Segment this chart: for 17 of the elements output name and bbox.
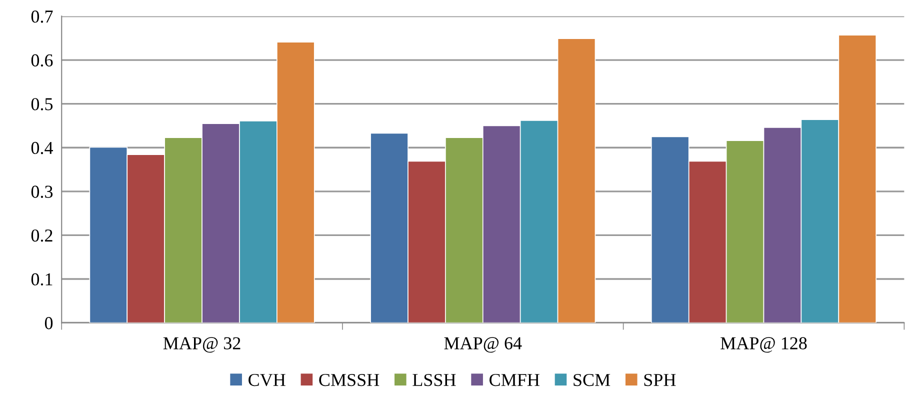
- y-tick-label: 0.5: [31, 98, 53, 110]
- legend-label: CMFH: [490, 374, 540, 386]
- legend-label: CVH: [248, 374, 286, 386]
- x-tick-label: MAP@ 64: [444, 337, 522, 353]
- legend-label: SPH: [644, 374, 676, 386]
- legend-label: SCM: [574, 374, 610, 386]
- y-tick-label: 0.4: [31, 142, 53, 154]
- legend-label: CMSSH: [319, 374, 380, 386]
- y-tick-label: 0.3: [31, 186, 53, 198]
- x-tick-label: MAP@ 128: [720, 337, 807, 353]
- y-tick-label: 0.7: [31, 10, 53, 23]
- legend-label: LSSH: [412, 374, 456, 386]
- y-tick-label: 0.2: [31, 229, 52, 242]
- y-tick-label: 0.1: [31, 273, 52, 286]
- y-tick-label: 0: [44, 317, 53, 330]
- y-tick-label: 0.6: [31, 54, 53, 67]
- x-tick-label: MAP@ 32: [163, 337, 240, 353]
